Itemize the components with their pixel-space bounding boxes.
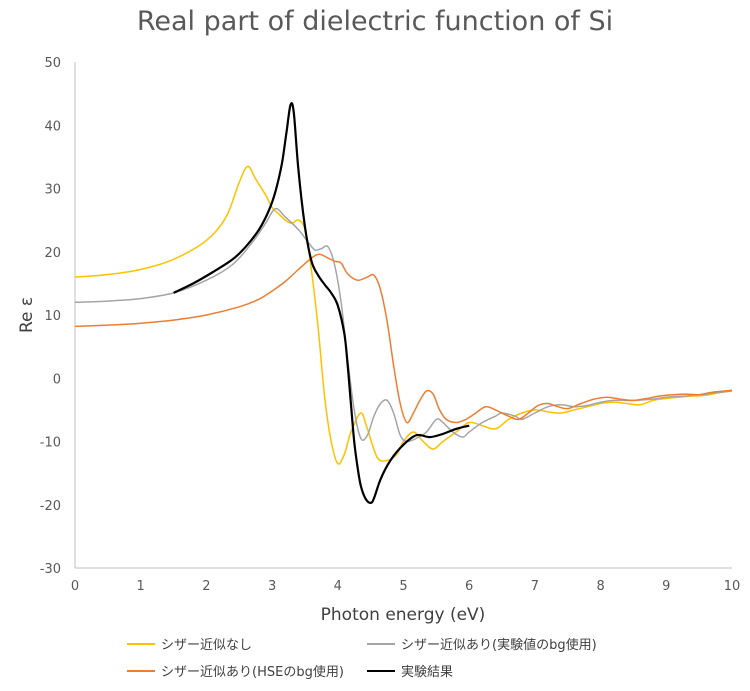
legend-swatch [367, 669, 395, 672]
series-no-scissor-line [74, 165, 733, 465]
x-tick-label: 0 [71, 579, 79, 594]
legend-swatch [367, 642, 395, 645]
x-tick-label: 6 [465, 579, 473, 594]
x-tick-label: 1 [137, 579, 145, 594]
legend-item: シザー近似あり(実験値のbg使用) [367, 634, 597, 653]
series-experiment-line [173, 102, 470, 504]
y-axis-title: Re ε [17, 297, 37, 333]
y-tick-label: -20 [40, 499, 61, 514]
y-tick-label: -10 [40, 436, 61, 451]
y-tick-label: 30 [44, 183, 61, 198]
y-tick-label: 50 [44, 56, 61, 71]
y-tick-label: 0 [53, 372, 61, 387]
y-tick-label: 10 [44, 309, 61, 324]
legend-label: シザー近似あり(HSEのbg使用) [161, 665, 344, 680]
legend: シザー近似なし シザー近似あり(実験値のbg使用) シザー近似あり(HSEのbg… [0, 634, 750, 689]
x-tick-label: 10 [724, 579, 741, 594]
x-axis-title: Photon energy (eV) [321, 605, 486, 625]
legend-label: 実験結果 [401, 665, 454, 680]
x-tick-label: 9 [662, 579, 670, 594]
legend-label: シザー近似なし [161, 638, 253, 653]
series-scissor-exp-bg-line [74, 207, 733, 443]
legend-item: シザー近似なし [127, 634, 252, 653]
x-tick-label: 3 [268, 579, 276, 594]
legend-swatch [127, 642, 155, 645]
legend-item: 実験結果 [367, 661, 453, 680]
x-tick-label: 2 [202, 579, 210, 594]
y-tick-label: 20 [44, 246, 61, 261]
legend-label: シザー近似あり(実験値のbg使用) [401, 638, 597, 653]
y-tick-label: 40 [44, 119, 61, 134]
chart-title: Real part of dielectric function of Si [136, 6, 614, 37]
legend-item: シザー近似あり(HSEのbg使用) [127, 661, 344, 680]
tick-labels: 0 1 2 3 4 5 6 7 8 9 10 -30 -20 -10 0 10 20 30 40 50 [40, 56, 741, 594]
y-tick-label: -30 [40, 562, 61, 577]
legend-swatch [127, 669, 155, 672]
x-tick-label: 4 [334, 579, 342, 594]
series-layer [74, 102, 733, 504]
axes [74, 62, 732, 569]
x-tick-label: 5 [399, 579, 407, 594]
x-tick-label: 8 [596, 579, 604, 594]
series-scissor-hse-bg-line [74, 253, 733, 424]
x-tick-label: 7 [531, 579, 539, 594]
